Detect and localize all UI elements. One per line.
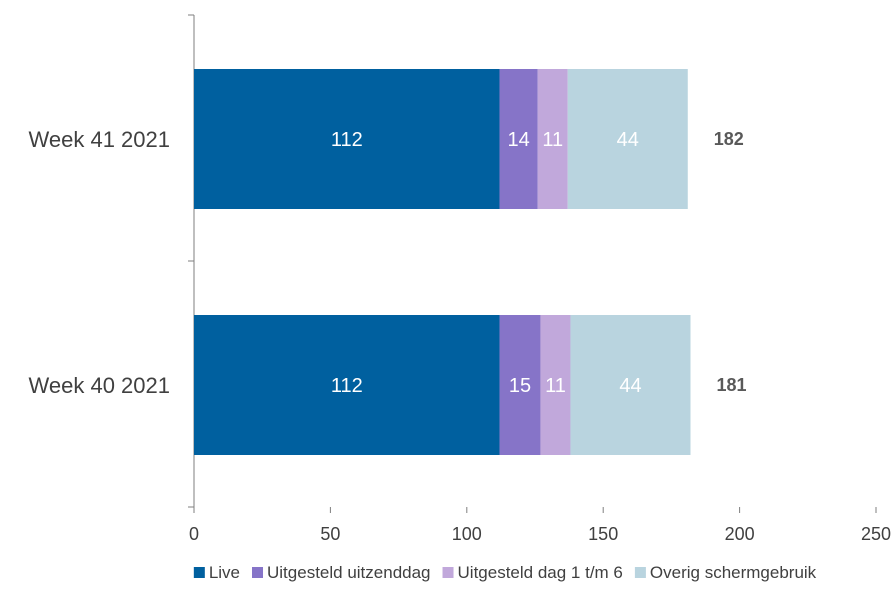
bar-segment [499, 315, 541, 455]
category-label: Week 41 2021 [29, 127, 170, 152]
bar-segment [194, 315, 500, 455]
legend-item: Overig schermgebruik [634, 563, 817, 582]
x-tick-label: 0 [189, 524, 199, 544]
legend-swatch [442, 567, 454, 578]
total-label: 182 [714, 129, 744, 149]
legend-item: Uitgesteld dag 1 t/m 6 [442, 563, 623, 582]
segment-value-label: 112 [331, 129, 363, 151]
segment-value-label: 44 [617, 129, 639, 151]
segment-value-label: 11 [542, 129, 563, 151]
bar-segment [567, 69, 688, 209]
legend-label: Uitgesteld dag 1 t/m 6 [458, 563, 623, 582]
legend-item: Live [193, 563, 240, 582]
legend-swatch [193, 567, 205, 578]
labels: 0 50 100 150 200 250 Week 41 2021 112 14 11 44 182 W… [29, 127, 892, 544]
bar-segment [194, 69, 500, 209]
segment-value-label: 11 [545, 375, 566, 397]
total-label: 181 [716, 375, 746, 395]
x-tick-label: 100 [452, 524, 482, 544]
x-tick-label: 250 [861, 524, 891, 544]
x-tick-label: 150 [588, 524, 618, 544]
bars [194, 69, 691, 455]
legend-swatch [252, 567, 264, 578]
legend: Live Uitgesteld uitzenddag Uitgesteld dag … [193, 563, 817, 582]
legend-label: Uitgesteld uitzenddag [267, 563, 431, 582]
bar-segment [540, 315, 571, 455]
segment-value-label: 14 [508, 129, 530, 151]
segment-value-label: 44 [619, 375, 641, 397]
segment-value-label: 112 [331, 375, 363, 397]
x-tick-label: 50 [320, 524, 340, 544]
legend-item: Uitgesteld uitzenddag [252, 563, 431, 582]
legend-label: Live [209, 563, 240, 582]
legend-label: Overig schermgebruik [650, 563, 817, 582]
x-tick-label: 200 [725, 524, 755, 544]
legend-swatch [634, 567, 646, 578]
segment-value-label: 15 [509, 375, 531, 397]
bar-segment [537, 69, 568, 209]
bar-segment [570, 315, 691, 455]
category-label: Week 40 2021 [29, 373, 170, 398]
bar-segment [499, 69, 538, 209]
